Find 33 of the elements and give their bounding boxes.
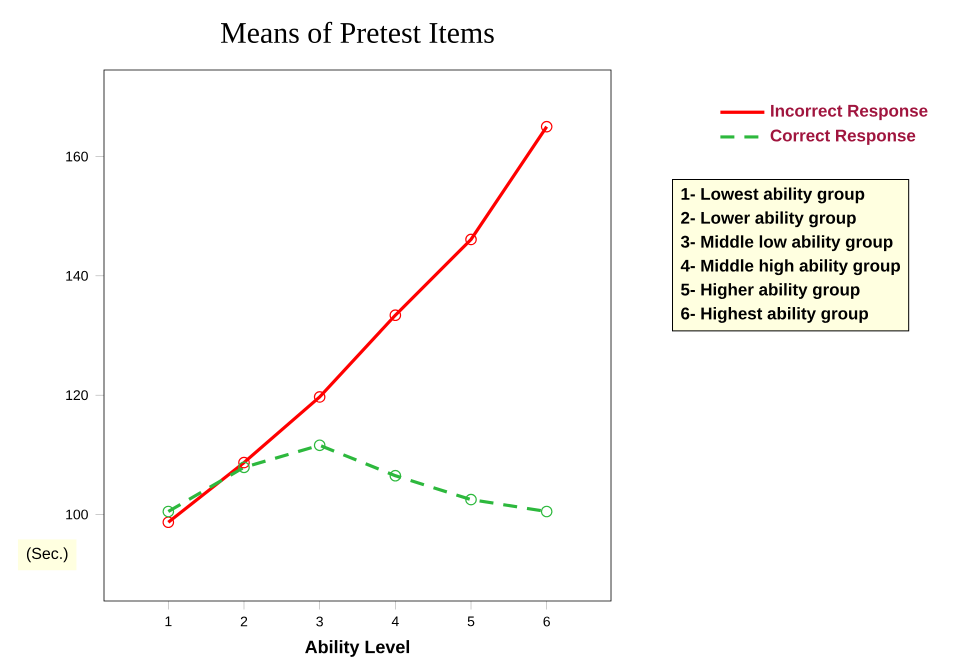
point: [390, 309, 402, 322]
point: [238, 456, 250, 468]
point: [314, 391, 326, 403]
chart-title: Means of Pretest Items: [221, 22, 494, 44]
y-tick-label: 120: [66, 390, 88, 400]
x-tick-label: 3: [316, 616, 323, 626]
text: 4- Middle high ability group: [680, 259, 900, 276]
point: [314, 439, 326, 452]
y-tick-label: 100: [66, 510, 88, 520]
legend-label: Correct Response: [770, 130, 916, 145]
x-tick-label: 5: [468, 616, 474, 626]
text: 5- Higher ability group: [681, 283, 860, 300]
x-tick-label: 1: [166, 616, 172, 626]
point: [162, 516, 174, 528]
x-tick-label: 4: [392, 616, 399, 626]
x-tick-label: 6: [544, 616, 550, 626]
text: 1- Lowest ability group: [682, 187, 864, 204]
legend-label: Incorrect Response: [771, 104, 928, 120]
point: [465, 494, 477, 506]
text: 2- Lower ability group: [681, 211, 856, 228]
point: [540, 120, 552, 132]
x-axis-title: Ability Level: [305, 640, 410, 657]
y-tick-label: 160: [66, 152, 88, 162]
point: [390, 470, 402, 482]
text: 3- Middle low ability group: [680, 235, 892, 252]
y-tick-label: 140: [66, 270, 88, 281]
point: [238, 462, 250, 474]
text: 6- Highest ability group: [681, 307, 868, 323]
point: [465, 234, 477, 246]
x-tick-label: 2: [240, 616, 248, 626]
y-axis-title: (Sec.): [26, 547, 68, 562]
point: [162, 506, 174, 518]
point: [540, 506, 552, 518]
